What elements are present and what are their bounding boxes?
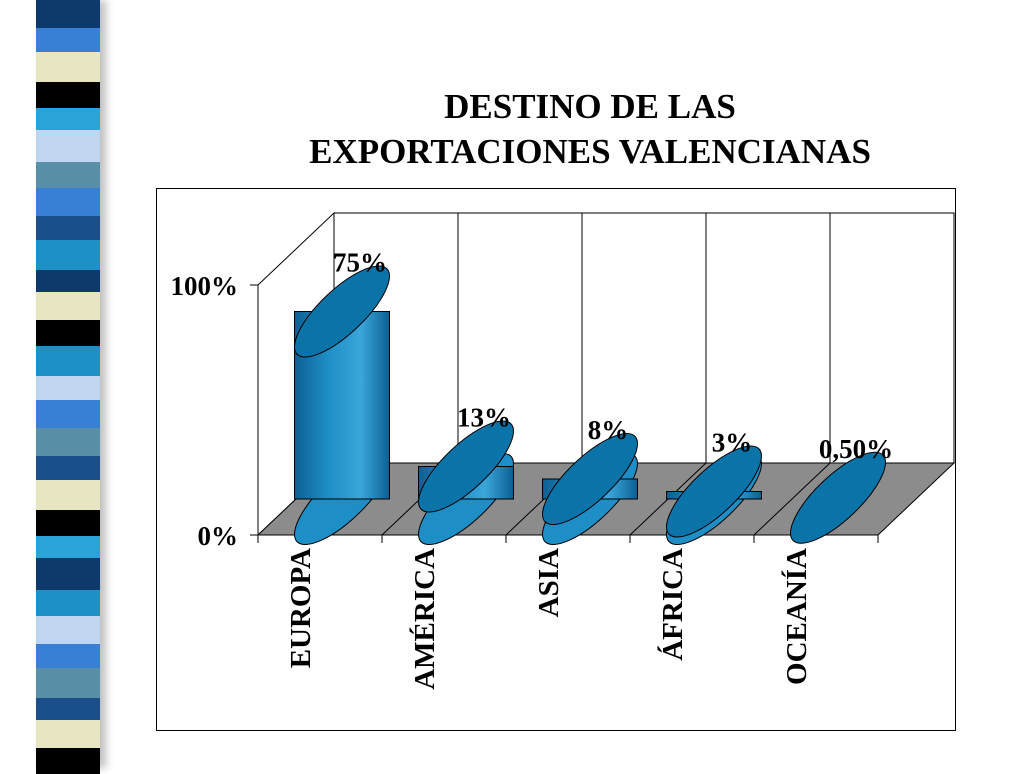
chart-frame: [156, 188, 956, 731]
bar-top: [666, 445, 762, 538]
chart-title: DESTINO DE LAS EXPORTACIONES VALENCIANAS: [160, 84, 1020, 174]
bar-top: [418, 420, 514, 513]
data-label: 8%: [588, 415, 629, 445]
title-line-1: DESTINO DE LAS: [444, 87, 736, 126]
data-label: 3%: [712, 428, 753, 458]
x-tick-label: ASIA: [533, 548, 565, 617]
x-tick-label: OCEANÍA: [780, 548, 813, 685]
bar-top: [790, 451, 886, 544]
bar-áfrica: [666, 445, 762, 546]
bar-asia: [542, 432, 638, 546]
x-tick-label: AMÉRICA: [408, 548, 441, 690]
y-tick-label: 0%: [198, 521, 239, 551]
data-label: 13%: [457, 403, 511, 433]
floor-divider: [753, 462, 831, 536]
bar-top: [294, 265, 390, 358]
back-wall: [333, 212, 955, 464]
y-tick-label: 100%: [171, 271, 239, 301]
x-tick-label: ÁFRICA: [656, 548, 689, 661]
data-label: 0,50%: [819, 434, 893, 464]
x-tick-label: EUROPA: [285, 548, 317, 668]
decorative-stripe: [36, 0, 100, 774]
bar-oceanía: [790, 451, 886, 544]
bar-side: [294, 311, 390, 500]
bar-top: [542, 432, 638, 526]
title-line-2: EXPORTACIONES VALENCIANAS: [309, 132, 871, 171]
bar-américa: [418, 420, 514, 546]
bar-europa: [294, 265, 390, 546]
data-label: 75%: [333, 248, 387, 278]
